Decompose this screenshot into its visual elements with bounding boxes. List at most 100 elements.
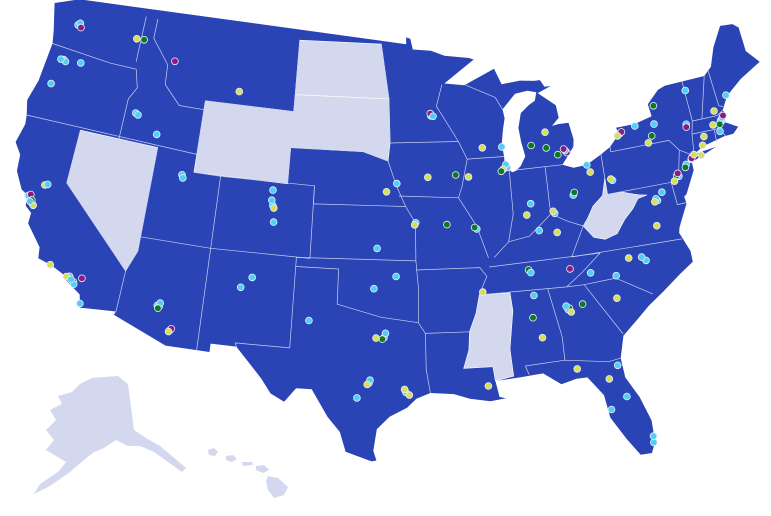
map-marker-green[interactable] xyxy=(570,188,579,197)
state-wyoming[interactable] xyxy=(193,100,295,185)
map-marker-yellow[interactable] xyxy=(541,128,549,137)
map-marker-yellow[interactable] xyxy=(405,391,414,399)
map-marker-yellow[interactable] xyxy=(605,375,614,383)
map-marker-yellow[interactable] xyxy=(586,168,594,176)
map-marker-yellow[interactable] xyxy=(652,221,661,230)
map-marker-magenta[interactable] xyxy=(566,265,574,273)
map-marker-green[interactable] xyxy=(529,313,537,322)
map-marker-cyan[interactable] xyxy=(373,244,381,253)
map-marker-magenta[interactable] xyxy=(719,111,727,120)
map-marker-cyan[interactable] xyxy=(716,127,724,136)
map-marker-yellow[interactable] xyxy=(710,107,718,115)
state-alaska[interactable] xyxy=(34,376,186,494)
map-marker-cyan[interactable] xyxy=(613,361,622,370)
map-marker-cyan[interactable] xyxy=(67,275,75,284)
map-marker-magenta[interactable] xyxy=(559,145,568,153)
island-maui[interactable] xyxy=(256,465,269,473)
map-marker-yellow[interactable] xyxy=(549,207,557,216)
map-marker-green[interactable] xyxy=(470,223,479,232)
map-marker-cyan[interactable] xyxy=(637,253,646,261)
map-marker-cyan[interactable] xyxy=(57,55,65,63)
map-marker-yellow[interactable] xyxy=(164,327,173,336)
map-marker-green[interactable] xyxy=(140,35,148,44)
map-marker-cyan[interactable] xyxy=(269,186,277,194)
map-marker-cyan[interactable] xyxy=(526,199,535,208)
map-marker-yellow[interactable] xyxy=(363,380,372,389)
map-marker-cyan[interactable] xyxy=(530,291,538,300)
map-marker-cyan[interactable] xyxy=(47,79,55,88)
map-marker-cyan[interactable] xyxy=(248,273,257,282)
map-marker-cyan[interactable] xyxy=(623,392,631,401)
map-marker-yellow[interactable] xyxy=(235,87,244,96)
map-marker-yellow[interactable] xyxy=(698,141,707,150)
map-marker-cyan[interactable] xyxy=(649,432,658,440)
map-marker-cyan[interactable] xyxy=(353,394,361,402)
island-oahu[interactable] xyxy=(226,455,237,462)
map-marker-cyan[interactable] xyxy=(722,91,730,99)
map-marker-yellow[interactable] xyxy=(624,254,633,262)
map-marker-green[interactable] xyxy=(681,163,690,172)
map-marker-cyan[interactable] xyxy=(497,143,506,151)
state-mississippi[interactable] xyxy=(463,292,515,382)
map-marker-yellow[interactable] xyxy=(567,308,576,316)
map-marker-green[interactable] xyxy=(715,120,724,129)
map-marker-magenta[interactable] xyxy=(673,169,682,178)
map-marker-cyan[interactable] xyxy=(381,329,390,338)
map-marker-cyan[interactable] xyxy=(649,438,658,447)
map-marker-yellow[interactable] xyxy=(269,204,278,212)
map-marker-yellow[interactable] xyxy=(606,175,615,183)
map-marker-cyan[interactable] xyxy=(267,196,276,205)
map-marker-yellow[interactable] xyxy=(400,385,409,394)
map-marker-green[interactable] xyxy=(443,220,451,229)
map-marker-yellow[interactable] xyxy=(700,132,708,141)
map-marker-cyan[interactable] xyxy=(77,59,85,67)
island-kauai[interactable] xyxy=(208,448,218,456)
map-marker-yellow[interactable] xyxy=(613,294,621,303)
map-marker-cyan[interactable] xyxy=(630,122,639,130)
map-marker-green[interactable] xyxy=(553,150,562,159)
map-marker-green[interactable] xyxy=(154,304,162,313)
map-marker-cyan[interactable] xyxy=(535,226,543,235)
map-marker-cyan[interactable] xyxy=(236,283,245,292)
map-marker-cyan[interactable] xyxy=(429,112,437,121)
map-marker-cyan[interactable] xyxy=(562,302,570,311)
state-north-dakota[interactable] xyxy=(294,39,390,100)
map-marker-green[interactable] xyxy=(527,141,535,150)
map-marker-cyan[interactable] xyxy=(658,188,666,197)
map-marker-cyan[interactable] xyxy=(582,161,591,169)
map-marker-green[interactable] xyxy=(649,102,658,110)
map-marker-cyan[interactable] xyxy=(269,218,278,226)
island-molokai[interactable] xyxy=(242,462,253,466)
map-marker-yellow[interactable] xyxy=(464,173,473,181)
map-marker-cyan[interactable] xyxy=(179,174,187,182)
map-marker-cyan[interactable] xyxy=(586,268,595,277)
map-marker-yellow[interactable] xyxy=(46,260,55,269)
map-marker-yellow[interactable] xyxy=(522,211,531,219)
map-marker-green[interactable] xyxy=(578,300,587,308)
map-marker-green[interactable] xyxy=(497,167,506,176)
map-marker-yellow[interactable] xyxy=(553,228,561,237)
map-marker-cyan[interactable] xyxy=(26,197,34,206)
map-marker-yellow[interactable] xyxy=(372,334,380,342)
map-marker-magenta[interactable] xyxy=(77,23,85,32)
map-marker-magenta[interactable] xyxy=(171,57,179,66)
map-marker-cyan[interactable] xyxy=(76,299,84,308)
map-marker-green[interactable] xyxy=(647,132,656,140)
island-hawaii[interactable] xyxy=(266,476,288,498)
map-marker-cyan[interactable] xyxy=(681,86,690,95)
map-marker-yellow[interactable] xyxy=(613,132,622,140)
map-marker-yellow[interactable] xyxy=(478,144,487,152)
map-marker-cyan[interactable] xyxy=(526,268,535,277)
map-marker-yellow[interactable] xyxy=(133,34,141,43)
map-marker-cyan[interactable] xyxy=(370,284,378,293)
state-west-virginia[interactable] xyxy=(582,177,648,240)
map-marker-cyan[interactable] xyxy=(607,405,616,414)
map-marker-yellow[interactable] xyxy=(573,365,581,373)
map-marker-yellow[interactable] xyxy=(650,198,659,206)
map-marker-cyan[interactable] xyxy=(152,130,161,139)
map-marker-yellow[interactable] xyxy=(484,382,493,390)
map-marker-yellow[interactable] xyxy=(670,177,679,186)
map-marker-yellow[interactable] xyxy=(538,333,547,342)
map-marker-yellow[interactable] xyxy=(697,151,706,160)
map-marker-yellow[interactable] xyxy=(423,173,432,182)
